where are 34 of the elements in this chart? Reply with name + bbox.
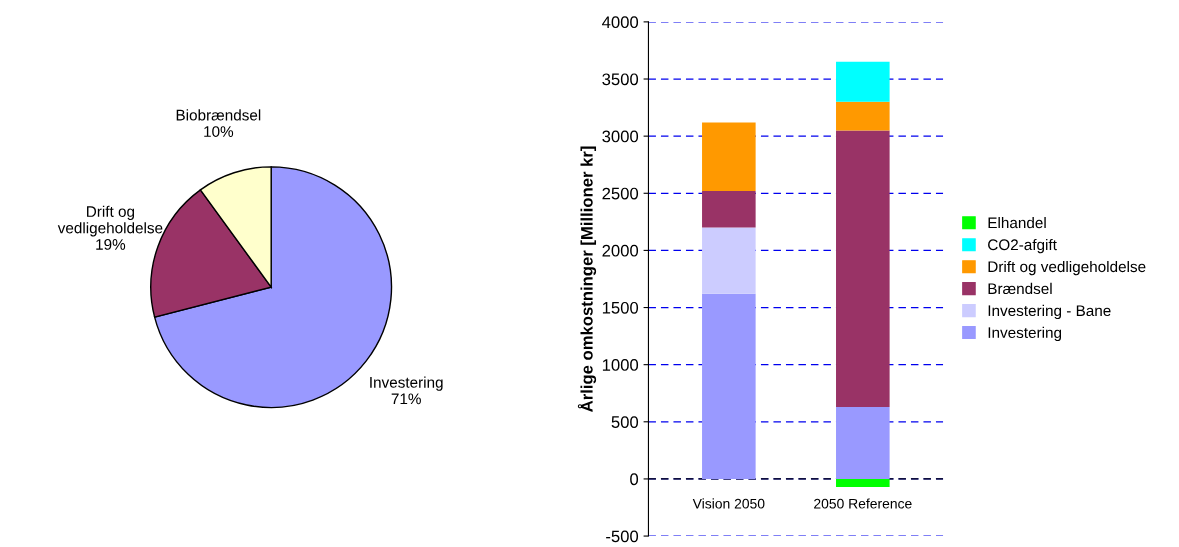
y-tick-label: 3500 bbox=[602, 73, 639, 86]
y-tick-label: 500 bbox=[611, 416, 639, 428]
slice-label: Investering bbox=[370, 376, 443, 391]
legend-label: Investering - Bane bbox=[988, 304, 1111, 320]
bar bbox=[702, 190, 756, 228]
y-axis-title: Årlige omkostninger [Millioner kr] bbox=[577, 146, 597, 412]
bar bbox=[702, 293, 756, 479]
legend-label: CO2-afgift bbox=[988, 238, 1057, 254]
legend-label: Drift og vedligeholdelse bbox=[988, 260, 1146, 276]
data-label: 71% bbox=[391, 393, 421, 405]
bar bbox=[836, 406, 890, 479]
bar bbox=[836, 101, 890, 131]
y-tick-label: 2500 bbox=[602, 187, 639, 200]
slice-label: Biobrændsel bbox=[176, 109, 261, 121]
y-tick-label: -500 bbox=[606, 530, 639, 543]
bar bbox=[836, 61, 890, 102]
bar bbox=[702, 227, 756, 294]
y-tick-label: 0 bbox=[630, 473, 639, 486]
data-label: 10% bbox=[204, 126, 234, 137]
legend-label: Brændsel bbox=[988, 282, 1052, 295]
legend-label: Investering bbox=[988, 326, 1062, 342]
x-tick-label: 2050 Reference bbox=[814, 498, 912, 509]
y-tick-label: 1500 bbox=[602, 301, 639, 314]
y-tick-label: 2000 bbox=[602, 244, 639, 257]
y-tick-label: 1000 bbox=[602, 359, 639, 371]
bar bbox=[836, 130, 890, 407]
slice-label: Drift og vedligeholdelse bbox=[57, 205, 163, 237]
data-label: 19% bbox=[96, 239, 126, 250]
y-tick-label: 4000 bbox=[602, 16, 639, 29]
bar bbox=[836, 478, 890, 487]
x-tick-label: Vision 2050 bbox=[692, 498, 765, 509]
bar bbox=[702, 122, 756, 191]
y-tick-label: 3000 bbox=[602, 130, 639, 143]
legend-label: Elhandel bbox=[988, 216, 1046, 229]
